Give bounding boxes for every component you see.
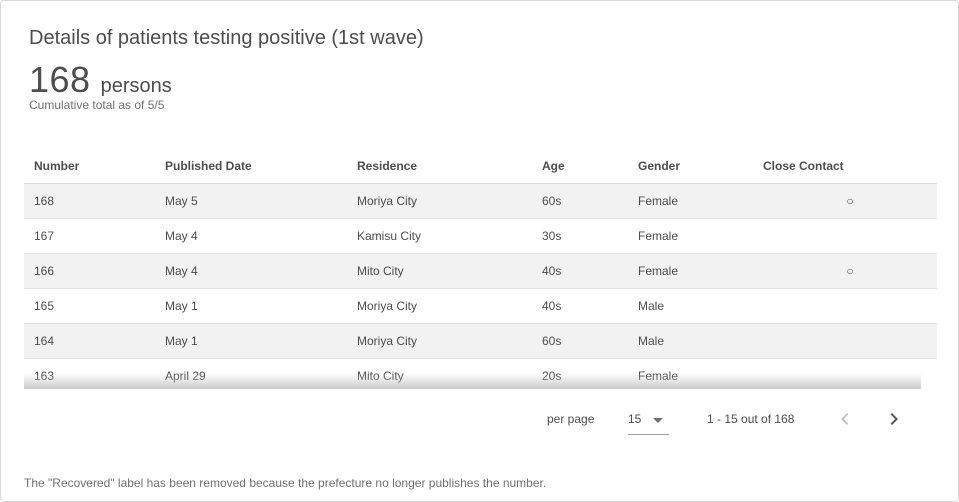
cell-residence: Moriya City — [357, 183, 542, 219]
cell-number: 165 — [24, 288, 165, 324]
page-range-text: 1 - 15 out of 168 — [707, 412, 795, 426]
chevron-left-icon — [841, 413, 849, 425]
cell-gender: Female — [638, 253, 763, 289]
cell-age: 30s — [542, 218, 638, 254]
cell-residence: Mito City — [357, 358, 542, 389]
cell-residence: Moriya City — [357, 288, 542, 324]
total-count: 168 persons — [29, 59, 172, 101]
per-page-select[interactable]: 15 — [628, 408, 669, 435]
patients-table-container[interactable]: Number Published Date Residence Age Gend… — [24, 149, 937, 389]
cell-number: 164 — [24, 323, 165, 359]
caret-down-icon — [653, 418, 663, 423]
total-number: 168 — [29, 59, 91, 100]
previous-page-button[interactable] — [833, 407, 857, 431]
cell-age: 60s — [542, 183, 638, 219]
cell-close-contact — [763, 358, 937, 389]
cell-gender: Male — [638, 288, 763, 324]
cell-gender: Female — [638, 358, 763, 389]
cell-residence: Moriya City — [357, 323, 542, 359]
cell-close-contact — [763, 288, 937, 324]
header-gender[interactable]: Gender — [638, 149, 763, 184]
header-close-contact[interactable]: Close Contact — [763, 149, 937, 184]
cell-number: 168 — [24, 183, 165, 219]
as-of-text: Cumulative total as of 5/5 — [29, 98, 165, 112]
table-header-row: Number Published Date Residence Age Gend… — [24, 149, 937, 184]
per-page-value: 15 — [628, 412, 642, 426]
header-published-date[interactable]: Published Date — [165, 149, 357, 184]
cell-age: 60s — [542, 323, 638, 359]
cell-age: 40s — [542, 288, 638, 324]
cell-residence: Kamisu City — [357, 218, 542, 254]
cell-number: 163 — [24, 358, 165, 389]
cell-residence: Mito City — [357, 253, 542, 289]
cell-close-contact: ○ — [763, 253, 937, 289]
cell-number: 167 — [24, 218, 165, 254]
footer-note: The "Recovered" label has been removed b… — [24, 476, 547, 490]
chevron-right-icon — [890, 413, 898, 425]
header-residence[interactable]: Residence — [357, 149, 542, 184]
cell-gender: Male — [638, 323, 763, 359]
cell-gender: Female — [638, 183, 763, 219]
cell-number: 166 — [24, 253, 165, 289]
table-row: 163 April 29 Mito City 20s Female — [24, 358, 937, 389]
table-row: 167 May 4 Kamisu City 30s Female — [24, 218, 937, 254]
patients-table: Number Published Date Residence Age Gend… — [24, 149, 937, 389]
next-page-button[interactable] — [882, 407, 906, 431]
total-unit: persons — [100, 75, 172, 97]
cell-published-date: May 4 — [165, 218, 357, 254]
header-number[interactable]: Number — [24, 149, 165, 184]
table-row: 166 May 4 Mito City 40s Female ○ — [24, 253, 937, 289]
cell-published-date: May 4 — [165, 253, 357, 289]
cell-published-date: May 1 — [165, 323, 357, 359]
cell-published-date: April 29 — [165, 358, 357, 389]
cell-age: 20s — [542, 358, 638, 389]
cell-close-contact: ○ — [763, 183, 937, 219]
table-row: 168 May 5 Moriya City 60s Female ○ — [24, 183, 937, 219]
per-page-label: per page — [547, 412, 595, 426]
cell-published-date: May 1 — [165, 288, 357, 324]
cell-close-contact — [763, 218, 937, 254]
table-row: 164 May 1 Moriya City 60s Male — [24, 323, 937, 359]
card-title: Details of patients testing positive (1s… — [29, 27, 424, 49]
cell-close-contact — [763, 323, 937, 359]
table-row: 165 May 1 Moriya City 40s Male — [24, 288, 937, 324]
cell-gender: Female — [638, 218, 763, 254]
cell-published-date: May 5 — [165, 183, 357, 219]
pagination-bar: per page 15 1 - 15 out of 168 — [1, 405, 958, 435]
cell-age: 40s — [542, 253, 638, 289]
header-age[interactable]: Age — [542, 149, 638, 184]
